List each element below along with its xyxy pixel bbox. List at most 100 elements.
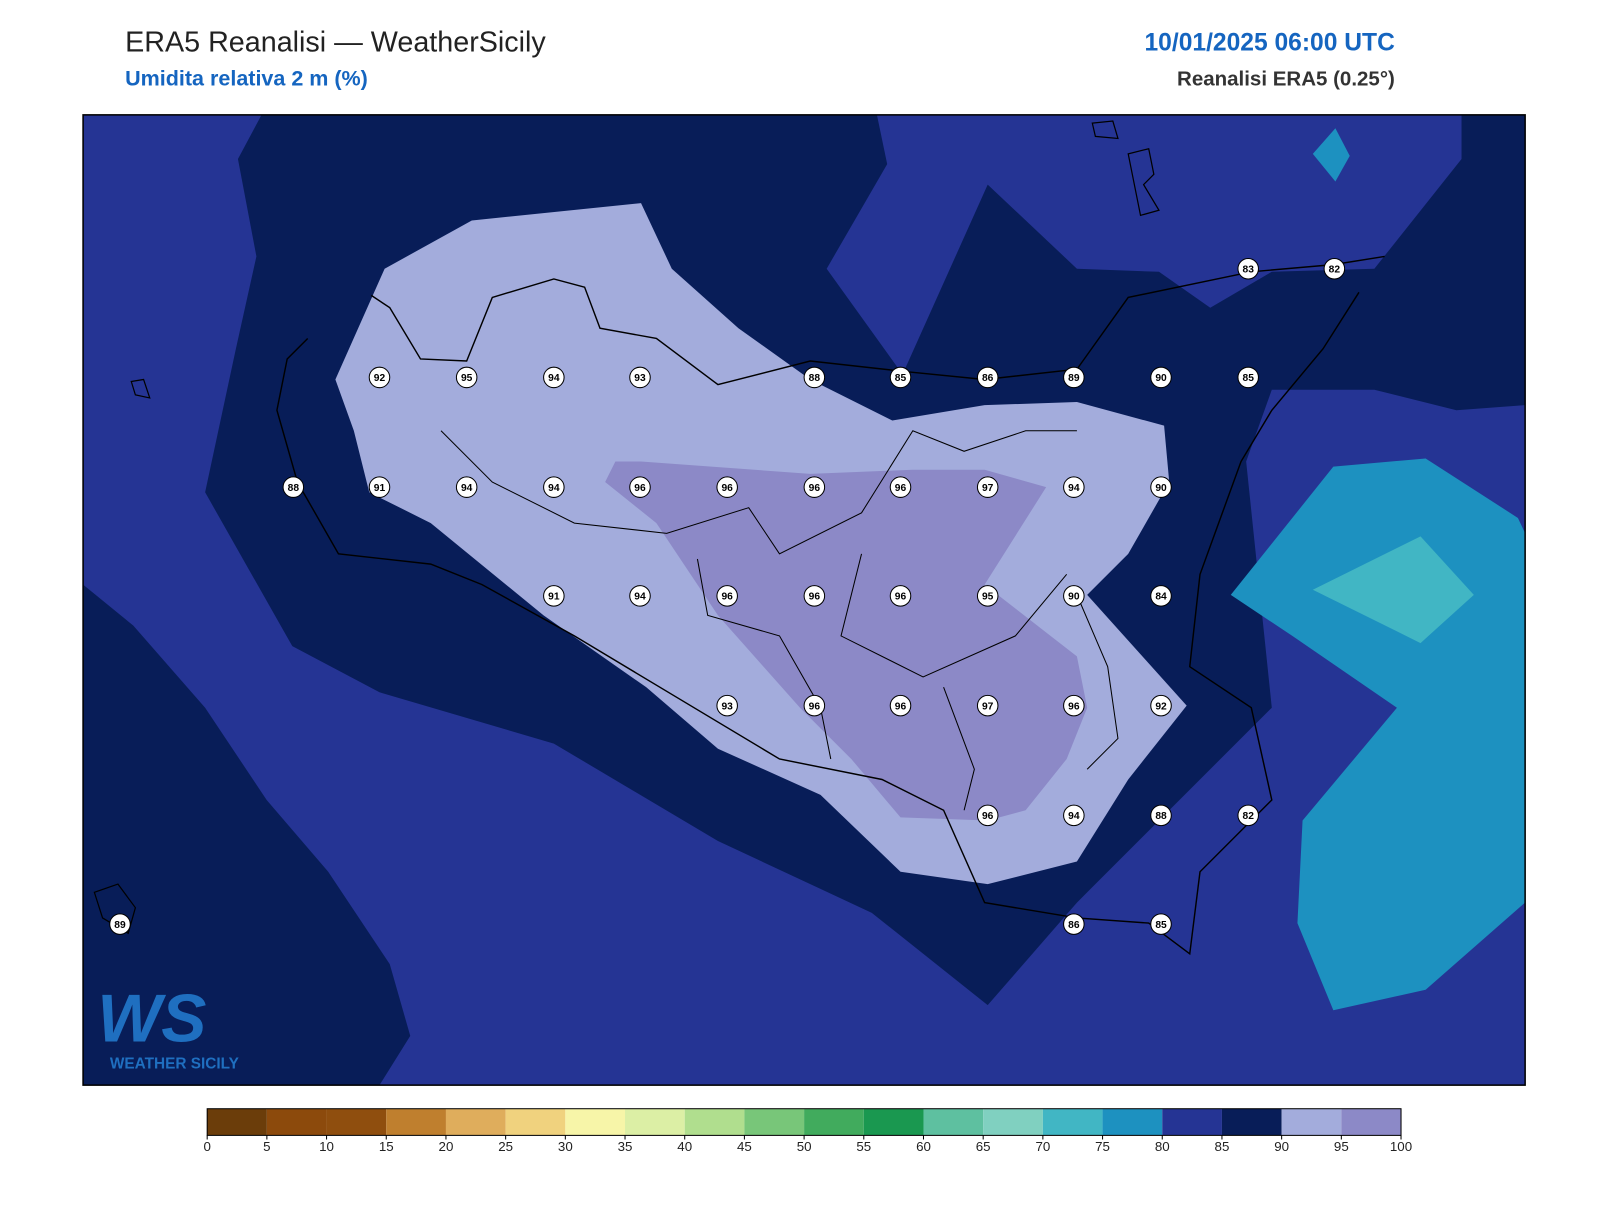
station-marker bbox=[803, 366, 826, 389]
station-value: 82 bbox=[1243, 811, 1255, 822]
station-value: 85 bbox=[1155, 920, 1167, 931]
station-marker bbox=[1063, 913, 1085, 935]
station-marker bbox=[1323, 257, 1346, 280]
contour-85-90 bbox=[83, 584, 411, 1086]
island bbox=[93, 120, 1160, 935]
station-marker bbox=[543, 585, 565, 607]
station-marker bbox=[1237, 804, 1259, 827]
colorbar-tick-label: 45 bbox=[737, 1139, 752, 1154]
station-value: 97 bbox=[982, 701, 994, 712]
station-value: 88 bbox=[1155, 811, 1167, 822]
station-value: 86 bbox=[982, 373, 994, 384]
colorbar-segment bbox=[445, 1108, 506, 1136]
colorbar-tick-label: 80 bbox=[1155, 1139, 1170, 1154]
station-marker bbox=[889, 476, 912, 498]
logo: WS WEATHER SICILY bbox=[97, 981, 238, 1072]
station-value: 94 bbox=[461, 483, 473, 494]
colorbar-tick-label: 75 bbox=[1095, 1139, 1110, 1154]
colorbar-segment bbox=[1281, 1108, 1342, 1136]
colorbar-tick-label: 5 bbox=[263, 1139, 270, 1154]
colorbar-tick-label: 100 bbox=[1390, 1139, 1412, 1154]
station-value: 96 bbox=[721, 483, 733, 494]
colorbar-segment bbox=[625, 1108, 685, 1136]
station-marker bbox=[716, 585, 738, 607]
station-value: 96 bbox=[634, 483, 646, 494]
station-marker bbox=[976, 804, 999, 827]
coastline bbox=[276, 255, 1385, 956]
station-value: 95 bbox=[982, 592, 994, 603]
station-value: 86 bbox=[1068, 920, 1080, 931]
station-marker bbox=[629, 476, 651, 498]
station-value: 96 bbox=[982, 811, 994, 822]
station-value: 90 bbox=[1155, 373, 1167, 384]
station-marker bbox=[716, 476, 738, 498]
station-marker bbox=[455, 366, 478, 389]
title: ERA5 Reanalisi — WeatherSicily bbox=[125, 27, 546, 59]
station-marker bbox=[629, 585, 651, 607]
colorbar-tick-label: 65 bbox=[976, 1139, 991, 1154]
colorbar-segment bbox=[266, 1108, 327, 1136]
station-marker bbox=[889, 694, 912, 717]
station-value: 84 bbox=[1155, 592, 1167, 603]
datetime: 10/01/2025 06:00 UTC bbox=[1144, 30, 1395, 57]
station-marker bbox=[368, 476, 391, 498]
station-marker bbox=[976, 366, 999, 389]
colorbar-tick-label: 55 bbox=[856, 1139, 871, 1154]
station-marker bbox=[1150, 476, 1172, 498]
colorbar-segment bbox=[386, 1108, 446, 1136]
colorbar-tick-label: 0 bbox=[203, 1139, 210, 1154]
station-value: 93 bbox=[634, 373, 646, 384]
colorbar: 0 5 10 15 20 25 30 35 40 45 50 55 60 65 70 75 80 85 90 95 10… bbox=[203, 1108, 1412, 1154]
station-marker bbox=[716, 694, 738, 717]
station-value: 89 bbox=[114, 920, 126, 931]
station-value: 94 bbox=[634, 592, 646, 603]
station-marker bbox=[803, 585, 826, 607]
colorbar-tick-label: 60 bbox=[916, 1139, 931, 1154]
colorbar-segment bbox=[207, 1108, 267, 1136]
station-value: 91 bbox=[374, 483, 386, 494]
colorbar-tick-label: 15 bbox=[379, 1139, 394, 1154]
colorbar-segment bbox=[1341, 1108, 1402, 1136]
colorbar-tick-label: 10 bbox=[319, 1139, 334, 1154]
colorbar-tick-label: 40 bbox=[677, 1139, 692, 1154]
colorbar-tick-label: 70 bbox=[1035, 1139, 1050, 1154]
colorbar-segment bbox=[923, 1108, 984, 1136]
station-marker bbox=[1150, 804, 1172, 827]
station-marker bbox=[629, 366, 651, 389]
colorbar-tick-label: 30 bbox=[558, 1139, 573, 1154]
station-marker bbox=[543, 366, 565, 389]
station-marker bbox=[543, 476, 565, 498]
colorbar-segment bbox=[804, 1108, 864, 1136]
station-marker bbox=[1237, 257, 1259, 280]
station-value: 85 bbox=[895, 373, 907, 384]
station-marker bbox=[1063, 585, 1085, 607]
station-value: 91 bbox=[548, 592, 560, 603]
station-marker bbox=[1063, 366, 1085, 389]
colorbar-tick-label: 20 bbox=[439, 1139, 454, 1154]
station-layer: 83 82 92 95 94 93 88 85 86 89 90 85 88 91 94 94 96 96 96 96… bbox=[109, 257, 1346, 935]
colorbar-tick-label: 85 bbox=[1215, 1139, 1230, 1154]
station-value: 96 bbox=[809, 483, 821, 494]
station-value: 94 bbox=[548, 373, 560, 384]
station-value: 82 bbox=[1329, 264, 1341, 275]
station-value: 96 bbox=[1068, 701, 1080, 712]
colorbar-segment bbox=[863, 1108, 924, 1136]
colorbar-segment bbox=[505, 1108, 566, 1136]
station-marker bbox=[889, 366, 912, 389]
contour-80-85 bbox=[826, 114, 1462, 375]
contour-75-80 bbox=[1312, 128, 1350, 182]
map: 83 82 92 95 94 93 88 85 86 89 90 85 88 91 94 94 96 96 96 96… bbox=[82, 114, 1526, 1086]
station-value: 96 bbox=[809, 701, 821, 712]
contour-70-75 bbox=[1312, 536, 1474, 644]
station-marker bbox=[803, 694, 826, 717]
map-frame bbox=[82, 114, 1526, 1086]
station-value: 88 bbox=[809, 373, 821, 384]
station-marker bbox=[368, 366, 391, 389]
colorbar-segment bbox=[744, 1108, 805, 1136]
contour-95-100 bbox=[605, 461, 1088, 821]
station-value: 90 bbox=[1068, 592, 1080, 603]
colorbar-segment bbox=[1102, 1108, 1163, 1136]
station-marker bbox=[803, 476, 826, 498]
colorbar-tick-label: 50 bbox=[797, 1139, 812, 1154]
station-marker bbox=[1063, 804, 1085, 827]
